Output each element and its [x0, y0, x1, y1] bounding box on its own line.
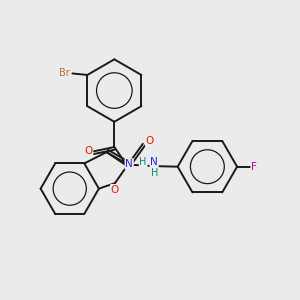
- Text: H: H: [140, 157, 147, 167]
- Text: N: N: [125, 159, 133, 169]
- Text: H: H: [151, 168, 158, 178]
- Text: O: O: [84, 146, 93, 157]
- Text: F: F: [251, 162, 257, 172]
- Text: O: O: [111, 185, 119, 195]
- Text: O: O: [146, 136, 154, 146]
- Text: N: N: [150, 157, 158, 166]
- Text: Br: Br: [59, 68, 70, 79]
